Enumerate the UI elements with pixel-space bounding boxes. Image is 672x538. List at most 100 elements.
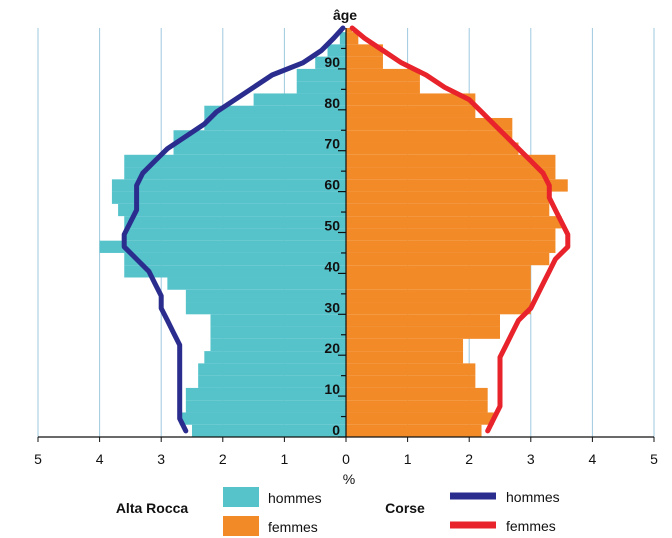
x-tick-label: 4 bbox=[589, 451, 597, 467]
x-tick-label: 2 bbox=[465, 451, 473, 467]
bar-femmes bbox=[346, 265, 531, 278]
line-corse-hommes bbox=[121, 25, 346, 434]
y-tick-label: 50 bbox=[324, 218, 340, 234]
bar-hommes bbox=[210, 338, 346, 352]
legend-title-corse: Corse bbox=[385, 500, 425, 516]
bar-hommes bbox=[124, 228, 347, 241]
bar-femmes bbox=[346, 412, 494, 425]
bar-hommes bbox=[185, 289, 346, 303]
bar-hommes bbox=[124, 216, 347, 229]
x-tick-label: 1 bbox=[281, 451, 289, 467]
bar-femmes bbox=[346, 277, 531, 290]
y-tick-label: 30 bbox=[324, 299, 340, 315]
bar-femmes bbox=[346, 240, 556, 253]
bar-femmes bbox=[346, 142, 519, 155]
bar-femmes bbox=[346, 105, 476, 118]
legend-label-corse-hommes: hommes bbox=[506, 489, 560, 505]
y-tick-label: 20 bbox=[324, 340, 340, 356]
bar-femmes bbox=[346, 326, 500, 339]
bar-femmes bbox=[346, 56, 383, 69]
y-tick-label: 90 bbox=[324, 54, 340, 70]
legend-swatch-hommes bbox=[223, 487, 259, 507]
bar-hommes bbox=[173, 130, 346, 143]
bar-hommes bbox=[204, 105, 346, 118]
y-tick-label: 70 bbox=[324, 136, 340, 152]
bar-hommes bbox=[210, 314, 346, 327]
bar-femmes bbox=[346, 44, 383, 57]
x-tick-label: 2 bbox=[219, 451, 227, 467]
bar-hommes bbox=[167, 277, 346, 290]
bar-hommes bbox=[124, 154, 347, 168]
bar-hommes bbox=[124, 252, 347, 266]
line-corse-femmes bbox=[349, 25, 571, 434]
bar-hommes bbox=[339, 32, 346, 45]
bar-femmes bbox=[346, 228, 556, 241]
bar-femmes bbox=[346, 216, 562, 229]
bar-hommes bbox=[124, 167, 347, 180]
bar-hommes bbox=[296, 81, 346, 94]
bar-hommes bbox=[210, 326, 346, 339]
lines-layer bbox=[121, 25, 571, 434]
bar-femmes bbox=[346, 167, 556, 180]
bar-femmes bbox=[346, 289, 531, 303]
bar-femmes bbox=[346, 154, 556, 168]
bar-femmes bbox=[346, 314, 500, 327]
bar-femmes bbox=[346, 191, 550, 204]
bars-layer bbox=[99, 28, 568, 437]
y-tick-label: 60 bbox=[324, 177, 340, 193]
y-tick-label: 80 bbox=[324, 95, 340, 111]
bar-femmes bbox=[346, 68, 420, 82]
bar-hommes bbox=[185, 387, 346, 401]
bar-femmes bbox=[346, 32, 359, 45]
bar-femmes bbox=[346, 338, 464, 352]
bar-hommes bbox=[179, 412, 346, 425]
bar-femmes bbox=[346, 351, 464, 364]
x-tick-label: 4 bbox=[96, 451, 104, 467]
bar-hommes bbox=[192, 424, 346, 437]
x-tick-label: 1 bbox=[404, 451, 412, 467]
bar-hommes bbox=[198, 375, 346, 388]
x-tick-label: 5 bbox=[34, 451, 42, 467]
bar-hommes bbox=[111, 191, 346, 204]
bar-hommes bbox=[315, 56, 346, 69]
bar-hommes bbox=[185, 302, 346, 315]
x-tick-label: 5 bbox=[650, 451, 658, 467]
legend: Alta Rocca hommes femmes Corse hommes femmes bbox=[116, 487, 560, 536]
bar-hommes bbox=[173, 142, 346, 155]
bar-hommes bbox=[204, 117, 346, 131]
y-tick-label: 40 bbox=[324, 258, 340, 274]
bar-femmes bbox=[346, 130, 513, 143]
x-tick-label: 3 bbox=[157, 451, 165, 467]
bar-hommes bbox=[185, 400, 346, 413]
bar-femmes bbox=[346, 117, 513, 131]
y-tick-label: 10 bbox=[324, 381, 340, 397]
bar-femmes bbox=[346, 179, 568, 192]
legend-title-alta-rocca: Alta Rocca bbox=[116, 500, 189, 516]
bar-femmes bbox=[346, 81, 420, 94]
bar-hommes bbox=[198, 363, 346, 376]
bar-femmes bbox=[346, 252, 550, 266]
bar-femmes bbox=[346, 203, 550, 217]
bar-hommes bbox=[204, 351, 346, 364]
bar-hommes bbox=[111, 179, 346, 192]
y-tick-label: 0 bbox=[332, 422, 340, 438]
bar-femmes bbox=[346, 302, 531, 315]
x-tick-label: 3 bbox=[527, 451, 535, 467]
bar-femmes bbox=[346, 93, 476, 106]
bar-femmes bbox=[346, 400, 488, 413]
bar-hommes bbox=[327, 44, 346, 57]
bar-hommes bbox=[99, 240, 346, 253]
bar-hommes bbox=[253, 93, 346, 106]
bar-hommes bbox=[124, 265, 347, 278]
bar-femmes bbox=[346, 363, 476, 376]
bar-femmes bbox=[346, 387, 488, 401]
legend-label-hommes: hommes bbox=[268, 490, 322, 506]
legend-label-femmes: femmes bbox=[268, 519, 318, 535]
x-tick-label: 0 bbox=[342, 451, 350, 467]
bar-femmes bbox=[346, 424, 482, 437]
legend-swatch-femmes bbox=[223, 516, 259, 536]
chart-title: âge bbox=[333, 7, 357, 23]
bar-femmes bbox=[346, 28, 353, 33]
